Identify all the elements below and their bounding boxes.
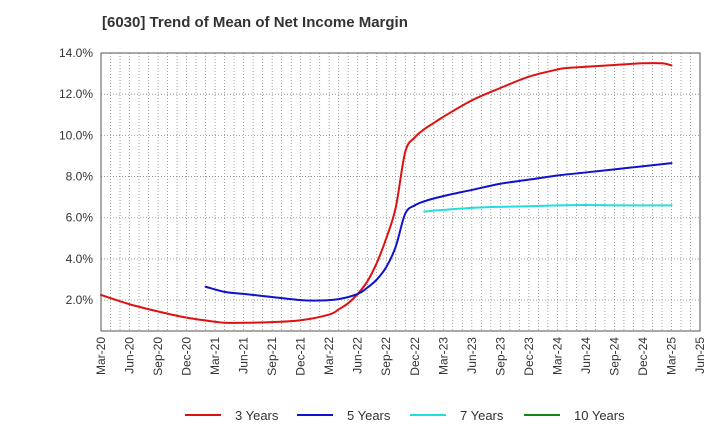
x-tick-label: Sep-20: [151, 337, 165, 376]
series-line-5-years: [204, 162, 673, 302]
y-tick-label: 6.0%: [66, 211, 94, 225]
x-tick-label: Mar-22: [322, 337, 336, 375]
legend-item-10-years: 10 Years: [524, 405, 625, 425]
x-tick-label: Sep-22: [379, 337, 393, 376]
x-tick-label: Jun-21: [237, 337, 251, 374]
legend-label: 10 Years: [574, 407, 625, 423]
legend: 3 Years 5 Years 7 Years 10 Years: [0, 405, 720, 425]
x-tick-label: Mar-25: [664, 337, 678, 375]
x-tick-label: Mar-24: [550, 337, 564, 375]
chart-title: [6030] Trend of Mean of Net Income Margi…: [102, 14, 408, 31]
x-tick-label: Sep-24: [607, 337, 621, 376]
series-line-7-years: [423, 203, 673, 213]
x-axis-ticks: Mar-20 Jun-20 Sep-20 Dec-20 Mar-21 Jun-21 Sep-…: [94, 337, 707, 376]
x-tick-label: Dec-21: [294, 337, 308, 376]
x-tick-label: Sep-21: [265, 337, 279, 376]
legend-label: 3 Years: [235, 407, 279, 423]
x-tick-label: Sep-23: [493, 337, 507, 376]
y-tick-label: 10.0%: [59, 128, 93, 142]
legend-swatch-7-years: [410, 414, 446, 416]
legend-item-5-years: 5 Years: [297, 405, 390, 425]
legend-label: 5 Years: [347, 407, 391, 423]
y-tick-label: 2.0%: [66, 293, 94, 307]
x-tick-label: Jun-23: [465, 337, 479, 374]
x-tick-label: Dec-23: [522, 337, 536, 376]
series-line-3-years: [100, 62, 673, 324]
y-tick-label: 14.0%: [59, 46, 93, 60]
x-tick-label: Mar-21: [208, 337, 222, 375]
x-tick-label: Dec-22: [408, 337, 422, 376]
x-tick-label: Mar-20: [94, 337, 108, 375]
x-tick-label: Jun-24: [579, 337, 593, 374]
x-tick-label: Dec-24: [636, 337, 650, 376]
grid: [100, 52, 701, 331]
legend-swatch-3-years: [185, 414, 221, 416]
x-tick-label: Jun-25: [693, 337, 707, 374]
y-axis-ticks: 2.0% 4.0% 6.0% 8.0% 10.0% 12.0% 14.0%: [59, 46, 93, 307]
legend-swatch-5-years: [297, 414, 333, 416]
y-tick-label: 8.0%: [66, 170, 94, 184]
x-tick-label: Mar-23: [436, 337, 450, 375]
x-tick-label: Jun-20: [123, 337, 137, 374]
plot-area-frame: [100, 52, 701, 332]
y-tick-label: 12.0%: [59, 87, 93, 101]
x-tick-label: Jun-22: [351, 337, 365, 374]
legend-item-3-years: 3 Years: [185, 405, 278, 425]
y-tick-label: 4.0%: [66, 252, 94, 266]
x-tick-label: Dec-20: [180, 337, 194, 376]
legend-label: 7 Years: [460, 407, 504, 423]
legend-item-7-years: 7 Years: [410, 405, 503, 425]
series-lines: [100, 62, 673, 324]
legend-swatch-10-years: [524, 414, 560, 416]
